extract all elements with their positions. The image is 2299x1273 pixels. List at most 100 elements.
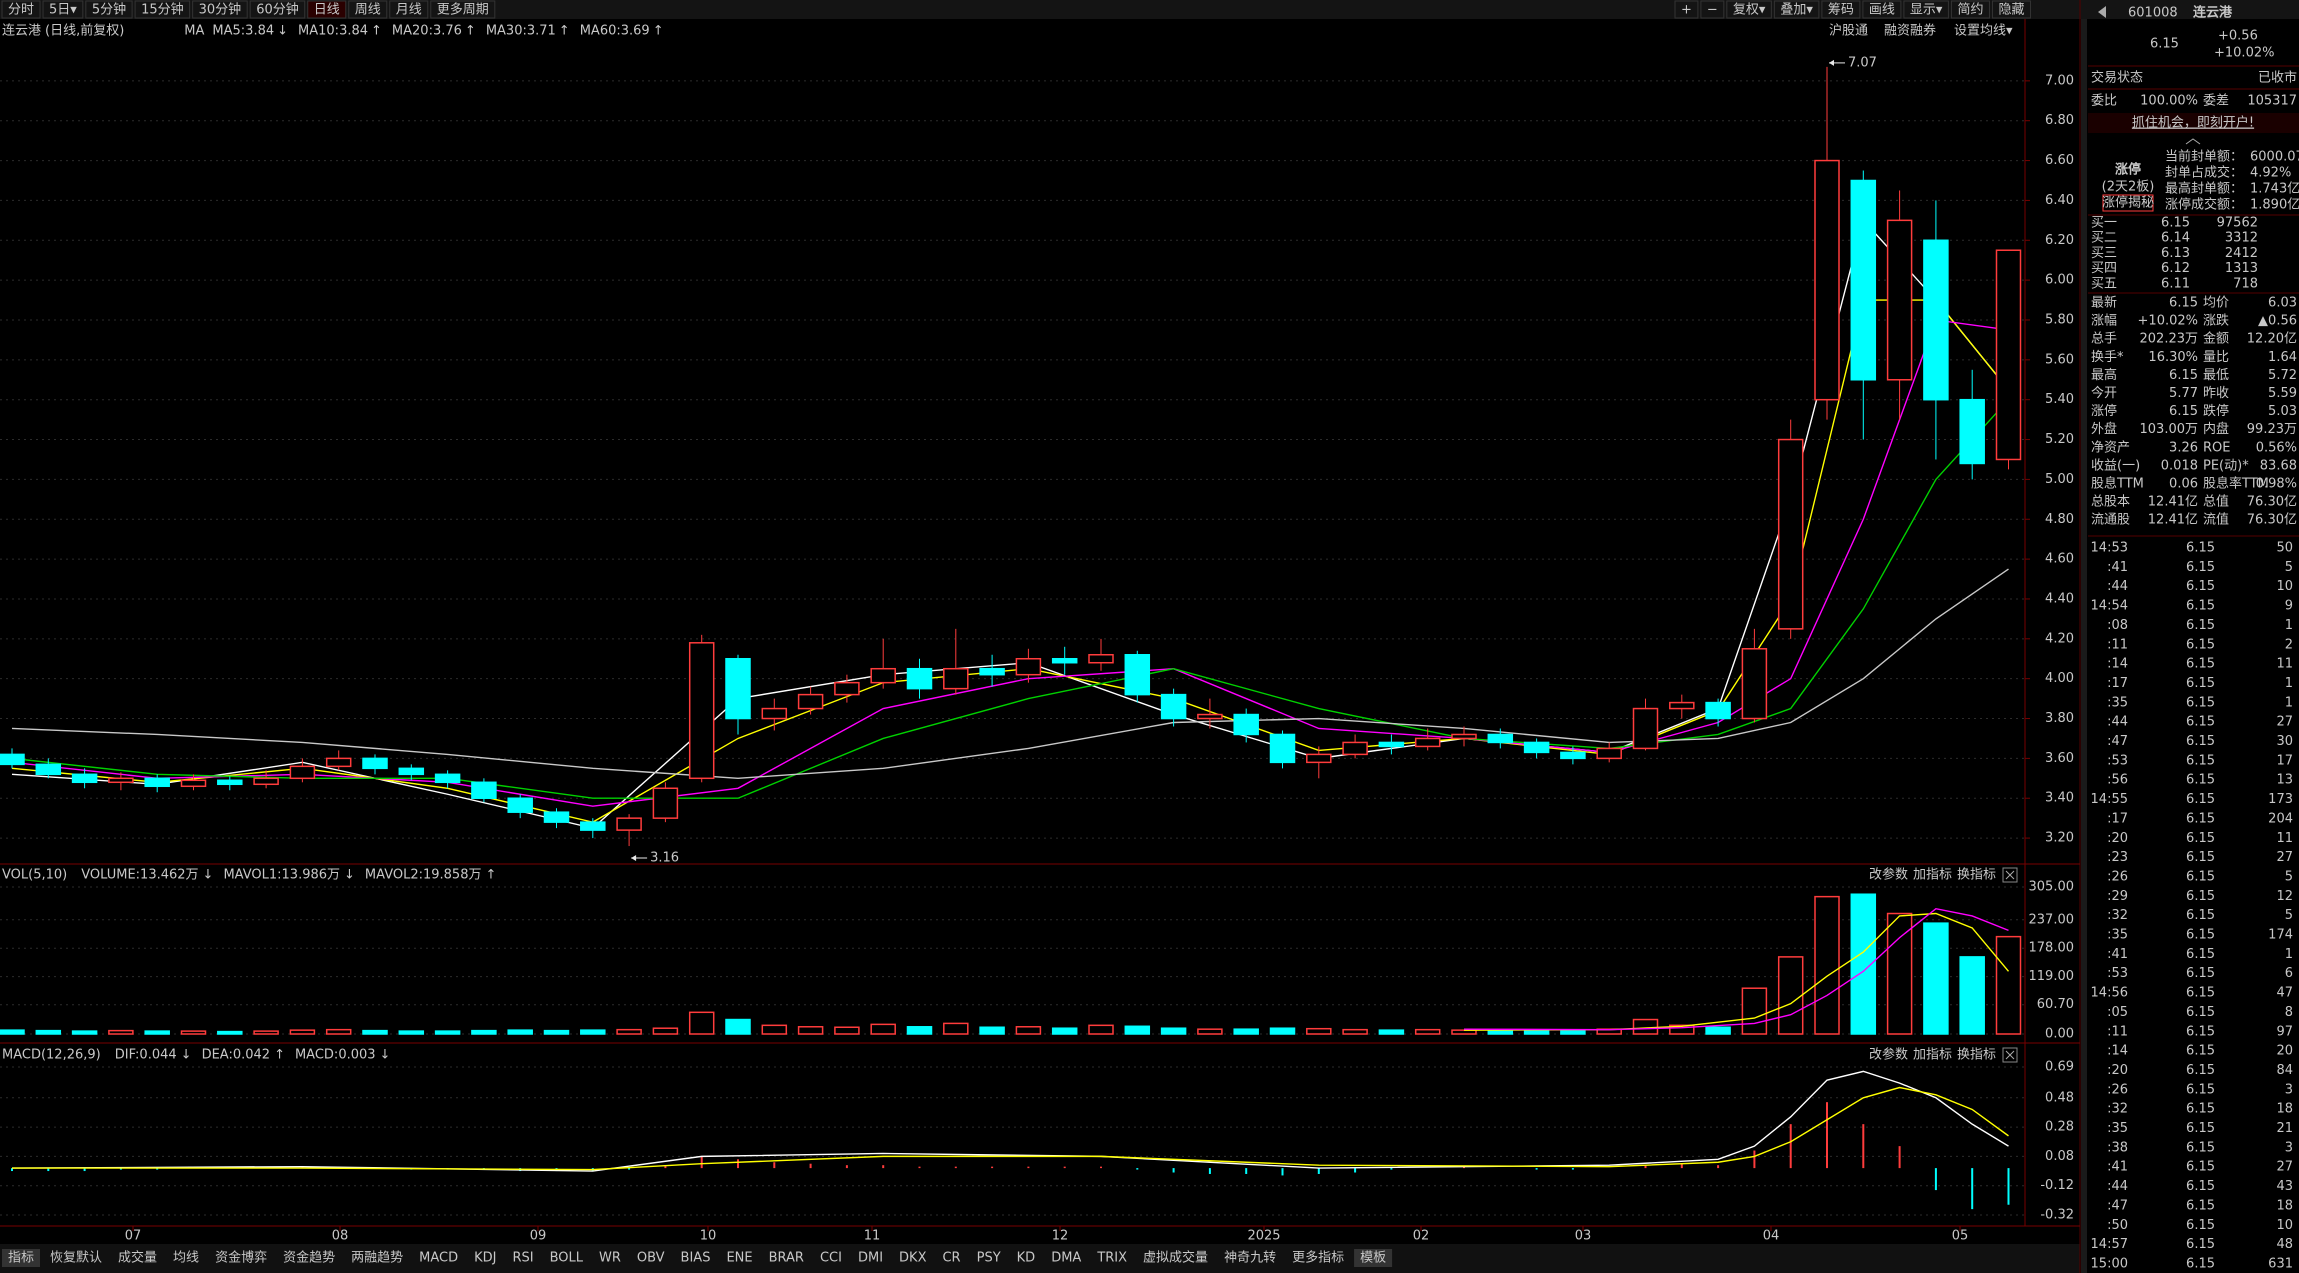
candle-body <box>507 797 533 813</box>
tick-volume: 5 <box>2285 560 2293 575</box>
top-link[interactable]: 设置均线▾ <box>1954 24 2013 39</box>
indicator-tab[interactable]: 更多指标 <box>1292 1250 1344 1266</box>
panel-close[interactable] <box>2002 867 2018 883</box>
volume-bar <box>1197 1028 1223 1035</box>
indicator-tab[interactable]: 资金博弈 <box>215 1250 267 1266</box>
indicator-tab[interactable]: TRIX <box>1096 1251 1127 1266</box>
quote-value: 12.41亿 <box>2148 513 2198 528</box>
tick-volume: 174 <box>2268 928 2293 943</box>
candle-body <box>71 773 98 784</box>
tick-price: 6.15 <box>2186 773 2215 788</box>
tick-volume: 47 <box>2276 986 2293 1001</box>
indicator-tab[interactable]: OBV <box>637 1251 665 1266</box>
indicator-tab[interactable]: 成交量 <box>118 1250 157 1266</box>
quote-value: 12.41亿 <box>2148 495 2198 510</box>
tick-volume: 11 <box>2276 831 2293 846</box>
indicator-tab[interactable]: MACD <box>419 1251 458 1266</box>
tool-button[interactable]: 筹码 <box>1828 2 1854 18</box>
y-tick-label: 0.00 <box>2045 1027 2074 1042</box>
tool-button[interactable]: 画线 <box>1869 3 1895 18</box>
indicator-tab[interactable]: 两融趋势 <box>351 1250 403 1266</box>
indicator-tab[interactable]: 指标 <box>8 1251 34 1266</box>
quote-label: 金额 <box>2203 331 2229 347</box>
back-arrow[interactable] <box>2098 6 2106 18</box>
tick-price: 6.15 <box>2186 715 2215 730</box>
indicator-tab[interactable]: PSY <box>977 1251 1001 1266</box>
top-link[interactable]: 沪股通 <box>1829 23 1868 39</box>
indicator-tab[interactable]: KDJ <box>474 1251 496 1266</box>
quote-value: 76.30亿 <box>2247 495 2297 510</box>
indicator-tab[interactable]: WR <box>599 1251 621 1266</box>
candle-body <box>1051 657 1078 664</box>
indicator-tab[interactable]: 虚拟成交量 <box>1143 1250 1208 1266</box>
limit-link[interactable]: 涨停揭秘 <box>2102 195 2154 211</box>
period-button[interactable]: 月线 <box>396 3 422 18</box>
indicator-tab[interactable]: DKX <box>899 1251 927 1266</box>
panel-button[interactable]: 换指标 <box>1957 1048 1996 1063</box>
panel-button[interactable]: 加指标 <box>1913 868 1952 883</box>
tool-button[interactable]: + <box>1681 3 1692 18</box>
quote-value: 16.30% <box>2148 350 2198 365</box>
volume-bar <box>616 1028 642 1035</box>
indicator-tab[interactable]: 资金趋势 <box>283 1250 335 1266</box>
tick-price: 6.15 <box>2186 637 2215 652</box>
ma-arrow: ↑ <box>465 24 476 39</box>
volume-bar <box>471 1029 497 1035</box>
y-tick-label: 5.20 <box>2045 432 2074 447</box>
quote-value: 0.018 <box>2161 458 2198 473</box>
indicator-tab[interactable]: BOLL <box>550 1251 584 1266</box>
limit-line-label: 最高封单额： <box>2165 181 2243 197</box>
indicator-tab[interactable]: DMA <box>1051 1251 1081 1266</box>
collapse-arrow[interactable] <box>2185 138 2201 145</box>
indicator-tab[interactable]: 神奇九转 <box>1224 1250 1276 1266</box>
panel-button[interactable]: 改参数 <box>1869 867 1908 883</box>
tool-button[interactable]: 隐藏 <box>1998 3 2024 18</box>
tick-volume: 3 <box>2285 1082 2293 1097</box>
tick-time: :20 <box>2107 1063 2128 1078</box>
indicator-tab[interactable]: DMI <box>858 1251 883 1266</box>
period-button[interactable]: 15分钟 <box>141 2 184 18</box>
indicator-tab[interactable]: CR <box>942 1251 960 1266</box>
period-button[interactable]: 更多周期 <box>437 2 489 18</box>
indicator-tab[interactable]: ENE <box>726 1251 752 1266</box>
y-tick-label: 3.20 <box>2045 831 2074 846</box>
indicator-tab[interactable]: KD <box>1017 1251 1036 1266</box>
panel-button[interactable]: 改参数 <box>1869 1047 1908 1063</box>
indicator-tab[interactable]: RSI <box>512 1251 533 1266</box>
quote-value: 5.72 <box>2268 368 2297 383</box>
candle-body <box>1596 747 1622 760</box>
tool-button[interactable]: − <box>1707 3 1718 18</box>
period-button[interactable]: 30分钟 <box>199 2 242 18</box>
tick-price: 6.15 <box>2186 1121 2215 1136</box>
tool-button[interactable]: 简约 <box>1957 2 1983 18</box>
indicator-tab[interactable]: 均线 <box>173 1251 199 1266</box>
limit-line-value: 1.890亿 <box>2250 198 2299 213</box>
indicator-tab[interactable]: 恢复默认 <box>50 1250 102 1266</box>
volume-bar <box>943 1022 969 1035</box>
period-button[interactable]: 分时 <box>8 3 34 18</box>
indicator-tab[interactable]: BRAR <box>769 1251 804 1266</box>
tick-price: 6.15 <box>2186 889 2215 904</box>
banner[interactable]: 抓住机会，即刻开户! <box>2132 115 2254 131</box>
period-button[interactable]: 日线 <box>314 3 340 18</box>
candle-body <box>1886 219 1913 381</box>
period-button[interactable]: 5分钟 <box>92 2 126 18</box>
quote-label: PE(动)* <box>2203 458 2249 473</box>
period-button[interactable]: 60分钟 <box>256 2 299 18</box>
tool-button[interactable]: 叠加▾ <box>1780 3 1813 18</box>
tool-button[interactable]: 复权▾ <box>1733 2 1766 18</box>
panel-button[interactable]: 加指标 <box>1913 1048 1952 1063</box>
panel-close[interactable] <box>2002 1047 2018 1063</box>
indicator-tab[interactable]: CCI <box>820 1251 842 1266</box>
indicator-header: VOL(5,10) <box>2 868 67 883</box>
banner-bg <box>2088 113 2299 133</box>
candle-body <box>1342 741 1368 756</box>
period-button[interactable]: 周线 <box>355 3 381 18</box>
period-button[interactable]: 5日▾ <box>49 3 77 18</box>
limit-line-value: 1.743亿 <box>2250 182 2299 197</box>
top-link[interactable]: 融资融券 <box>1884 23 1936 39</box>
tool-button[interactable]: 显示▾ <box>1910 3 1943 18</box>
panel-button[interactable]: 换指标 <box>1957 868 1996 883</box>
indicator-tab[interactable]: BIAS <box>681 1251 711 1266</box>
indicator-tab[interactable]: 模板 <box>1360 1251 1386 1266</box>
